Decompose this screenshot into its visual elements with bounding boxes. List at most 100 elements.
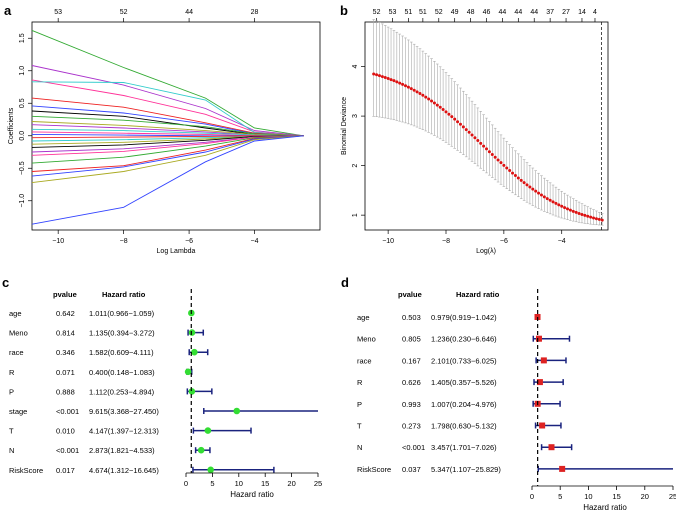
top-tick-label: 37	[546, 9, 554, 16]
deviance-point	[592, 216, 596, 220]
row-hazard-ratio-text: 0.979(0.919−1.042)	[431, 313, 497, 322]
deviance-point	[548, 198, 552, 202]
row-label: P	[9, 387, 14, 396]
top-tick-label: 27	[562, 9, 570, 16]
x-tick-label: 25	[314, 479, 322, 488]
deviance-point	[586, 214, 590, 218]
row-hazard-ratio-text: 9.615(3.368−27.450)	[89, 407, 159, 416]
row-pvalue: 0.642	[56, 309, 75, 318]
row-hazard-ratio-text: 1.007(0.204−4.976)	[431, 400, 497, 409]
row-label: R	[357, 378, 363, 387]
deviance-point	[600, 218, 604, 222]
row-pvalue: <0.001	[56, 446, 79, 455]
deviance-point	[566, 207, 569, 211]
deviance-point	[406, 85, 410, 89]
row-pvalue: 0.805	[402, 335, 421, 344]
row-label: R	[9, 368, 15, 377]
row-pvalue: 0.273	[402, 422, 421, 431]
top-tick-label: 4	[593, 9, 597, 16]
row-label: P	[357, 400, 362, 409]
x-tick-label: −6	[500, 238, 508, 245]
top-tick-label: 51	[404, 9, 412, 16]
deviance-point	[499, 161, 503, 165]
panel-label-c: c	[2, 275, 9, 290]
deviance-point	[537, 191, 541, 195]
deviance-point	[496, 158, 500, 162]
deviance-point	[571, 209, 575, 213]
panel-c-forest-plot: pvalue Hazard ratio age 0.642 1.011(0.966−…	[9, 289, 322, 499]
row-hazard-ratio-text: 1.236(0.230−6.646)	[431, 335, 497, 344]
x-tick-label: 25	[669, 492, 676, 501]
coefficient-path	[31, 121, 304, 137]
deviance-point	[505, 166, 509, 170]
x-axis-label: Hazard ratio	[230, 490, 274, 499]
top-tick-label: 44	[514, 9, 522, 16]
row-hazard-ratio-text: 2.101(0.733−6.025)	[431, 356, 497, 365]
row-pvalue: 0.626	[402, 378, 421, 387]
deviance-point	[554, 201, 558, 205]
row-pvalue: 0.167	[402, 356, 421, 365]
panel-label-d: d	[341, 275, 349, 290]
deviance-point	[458, 122, 462, 126]
row-label: N	[9, 446, 14, 455]
top-tick-label: 44	[499, 9, 507, 16]
top-tick-label: 52	[373, 9, 381, 16]
deviance-point	[450, 115, 454, 119]
deviance-point	[557, 203, 561, 207]
row-pvalue: <0.001	[56, 407, 79, 416]
y-tick-label: −0.5	[19, 161, 26, 175]
row-label: age	[9, 309, 22, 318]
hazard-ratio-point	[535, 335, 542, 342]
deviance-point	[383, 76, 387, 80]
x-tick-label: 5	[210, 479, 214, 488]
deviance-point	[380, 75, 384, 79]
deviance-point	[412, 88, 416, 92]
coefficient-path	[31, 135, 304, 164]
deviance-point	[467, 130, 471, 134]
hazard-ratio-header: Hazard ratio	[102, 290, 146, 299]
y-tick-label: 4	[352, 65, 359, 69]
hazard-ratio-point	[207, 466, 214, 474]
hazard-ratio-point	[197, 446, 205, 454]
deviance-point	[389, 78, 393, 82]
deviance-point	[560, 204, 564, 208]
deviance-point	[525, 183, 529, 187]
deviance-point	[545, 197, 549, 201]
deviance-point	[583, 213, 587, 217]
top-tick-label: 28	[251, 9, 259, 16]
deviance-point	[441, 108, 445, 112]
panel-d-forest-plot: pvalue Hazard ratio age 0.503 0.979(0.919−…	[357, 289, 676, 512]
row-label: N	[357, 443, 362, 452]
row-pvalue: 0.503	[402, 313, 421, 322]
x-tick-label: −8	[120, 238, 128, 245]
row-label: RiskScore	[9, 466, 43, 475]
deviance-point	[473, 136, 477, 140]
deviance-point	[421, 93, 425, 97]
x-axis-label: Log(λ)	[476, 248, 496, 255]
deviance-point	[502, 163, 506, 167]
coefficient-path	[31, 128, 304, 137]
deviance-point	[511, 171, 515, 175]
deviance-point	[490, 152, 494, 156]
y-tick-label: 0.5	[19, 98, 26, 108]
row-pvalue: 0.010	[56, 427, 75, 436]
y-tick-label: 1	[352, 213, 359, 217]
deviance-point	[551, 200, 555, 204]
deviance-point	[409, 87, 413, 91]
x-tick-label: −6	[185, 238, 193, 245]
row-label: T	[9, 427, 14, 436]
deviance-point	[519, 178, 523, 182]
row-hazard-ratio-text: 1.798(0.630−5.132)	[431, 422, 497, 431]
x-tick-label: 20	[287, 479, 295, 488]
row-pvalue: 0.037	[402, 465, 421, 474]
x-tick-label: 0	[184, 479, 188, 488]
hazard-ratio-point	[559, 465, 566, 472]
panel-label-a: a	[4, 3, 12, 18]
row-label: age	[357, 313, 370, 322]
row-pvalue: 0.993	[402, 400, 421, 409]
deviance-point	[508, 169, 512, 173]
hazard-ratio-point	[539, 422, 546, 429]
x-tick-label: −4	[251, 238, 259, 245]
row-hazard-ratio-text: 1.112(0.253−4.894)	[89, 387, 155, 396]
